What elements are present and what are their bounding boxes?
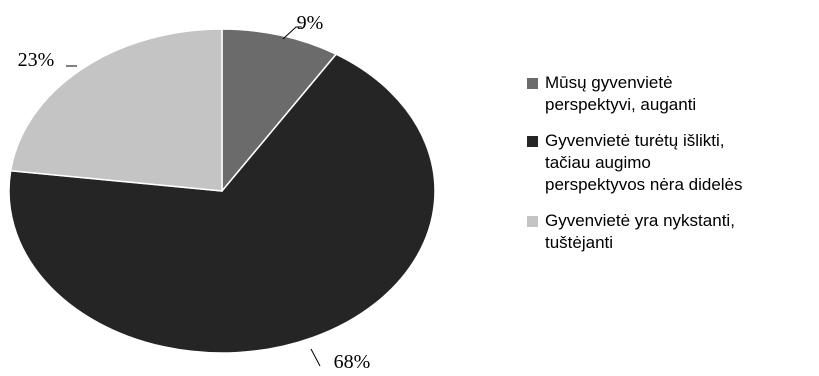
pie-slice-growing bbox=[221, 28, 338, 194]
leader-lines bbox=[66, 26, 321, 367]
legend-label-declining: Gyvenvietė yra nykstanti, tuštėjanti bbox=[545, 211, 735, 252]
data-label-growing: 9% bbox=[297, 12, 324, 34]
legend-swatch-growing bbox=[527, 78, 538, 89]
data-label-stable: 68% bbox=[334, 351, 371, 371]
legend-label-growing: Mūsų gyvenvietė perspektyvi, auganti bbox=[545, 73, 697, 114]
pie-slices bbox=[8, 28, 436, 354]
data-label-declining: 23% bbox=[18, 49, 55, 71]
legend-swatch-declining bbox=[527, 216, 538, 227]
legend-item-stable: Gyvenvietė turėtų išlikti, tačiau augimo… bbox=[527, 130, 817, 196]
pie-slice-stable bbox=[8, 53, 436, 354]
pie-slice-declining bbox=[9, 28, 223, 192]
legend-swatch-stable bbox=[527, 136, 538, 147]
leader-line-stable bbox=[310, 348, 321, 367]
legend: Mūsų gyvenvietė perspektyvi, auganti Gyv… bbox=[527, 72, 817, 268]
legend-label-stable: Gyvenvietė turėtų išlikti, tačiau augimo… bbox=[545, 131, 743, 194]
legend-item-declining: Gyvenvietė yra nykstanti, tuštėjanti bbox=[527, 210, 817, 254]
data-labels: 9% 68% 23% bbox=[18, 12, 371, 373]
leader-line-growing bbox=[282, 26, 302, 40]
legend-item-growing: Mūsų gyvenvietė perspektyvi, auganti bbox=[527, 72, 817, 116]
